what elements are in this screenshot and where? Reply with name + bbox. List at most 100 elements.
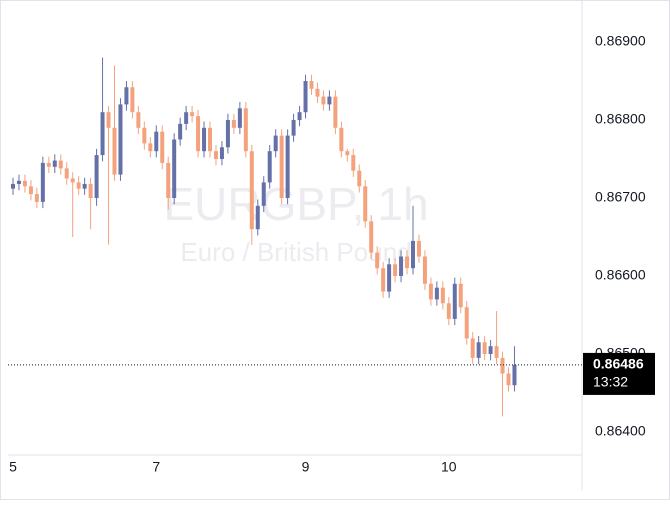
last-price-label: 0.86486 <box>593 356 644 372</box>
candle-body <box>76 182 81 189</box>
candle-body <box>285 135 290 198</box>
candle-body <box>213 151 218 159</box>
candle-body <box>34 194 39 202</box>
candle-body <box>321 96 326 105</box>
candle-body <box>470 338 475 358</box>
candle-body <box>357 170 362 187</box>
candle-body <box>46 162 51 167</box>
candle-body <box>405 256 410 269</box>
candle-body <box>243 108 248 152</box>
candle-body <box>190 112 195 117</box>
candle-body <box>446 303 451 319</box>
candle-body <box>112 127 117 175</box>
candle-body <box>506 373 511 386</box>
candle-body <box>494 346 499 358</box>
candle-body <box>339 127 344 152</box>
candle-body <box>333 96 338 128</box>
candle-body <box>58 160 63 169</box>
candle-body <box>476 342 481 358</box>
candle-body <box>100 112 105 156</box>
candle-body <box>208 127 213 152</box>
candle-body <box>434 287 439 300</box>
candle-body <box>70 178 75 183</box>
candle-body <box>202 127 207 152</box>
candle-body <box>166 162 171 198</box>
candle-body <box>482 342 487 354</box>
candle-body <box>11 183 15 189</box>
candle-body <box>512 364 517 386</box>
candle-body <box>267 151 272 183</box>
candle-body <box>452 283 457 319</box>
candle-body <box>225 120 230 148</box>
candle-body <box>249 151 254 230</box>
x-tick-label: 9 <box>302 459 310 475</box>
candle-body <box>219 147 224 159</box>
candle-body <box>303 81 308 113</box>
candle-body <box>16 180 21 184</box>
candle-body <box>130 87 135 113</box>
candle-body <box>52 160 57 167</box>
candle-body <box>142 127 147 144</box>
candle-body <box>184 112 189 124</box>
candle-body <box>464 307 469 339</box>
candle-body <box>106 112 111 128</box>
candle-body <box>124 87 129 105</box>
candle-body <box>375 252 380 269</box>
candle-body <box>393 264 398 276</box>
candle-body <box>422 256 427 284</box>
candle-body <box>399 256 404 276</box>
candle-body <box>261 182 266 206</box>
candle-body <box>172 139 177 198</box>
candle-body <box>428 283 433 300</box>
plot <box>11 57 517 417</box>
countdown-label: 13:32 <box>593 374 628 390</box>
candle-body <box>196 116 201 152</box>
candle-body <box>345 151 350 156</box>
candle-body <box>327 96 332 105</box>
x-tick-label: 7 <box>152 459 160 475</box>
last-price-box <box>583 352 655 395</box>
candle-body <box>279 135 284 198</box>
candle-body <box>488 346 493 354</box>
candle-body <box>64 168 69 179</box>
candle-body <box>40 162 45 202</box>
candle-body <box>136 112 141 128</box>
candle-body <box>387 264 392 292</box>
candle-body <box>416 240 421 257</box>
candle-body <box>22 180 27 187</box>
watermark-title: EURGBP, 1h <box>163 178 428 230</box>
candle-body <box>255 205 260 230</box>
candle-body <box>309 81 314 89</box>
candle-body <box>410 240 415 269</box>
y-tick-label: 0.86600 <box>595 267 646 283</box>
candle-body <box>94 155 99 198</box>
candle-body <box>369 221 374 253</box>
candle-body <box>458 283 463 308</box>
candle-body <box>273 135 278 152</box>
candle-body <box>231 120 236 128</box>
y-tick-label: 0.86400 <box>595 423 646 439</box>
candle-body <box>297 112 302 120</box>
candle-body <box>363 186 368 222</box>
y-tick-label: 0.86800 <box>595 111 646 127</box>
candle-body <box>148 143 153 152</box>
candle-body <box>178 123 183 140</box>
x-tick-label: 10 <box>441 459 457 475</box>
y-tick-label: 0.86700 <box>595 189 646 205</box>
candle-body <box>88 183 93 198</box>
candle-body <box>160 131 165 163</box>
candle-body <box>82 183 87 189</box>
candle-body <box>351 155 356 171</box>
y-tick-label: 0.86900 <box>595 33 646 49</box>
candle-body <box>237 108 242 128</box>
candle-body <box>154 131 159 152</box>
candle-body <box>500 357 505 374</box>
candle-body <box>381 268 386 292</box>
candle-body <box>291 120 296 136</box>
candle-body <box>118 104 123 175</box>
candle-body <box>28 186 33 195</box>
x-tick-label: 5 <box>9 459 17 475</box>
candle-body <box>315 88 320 97</box>
